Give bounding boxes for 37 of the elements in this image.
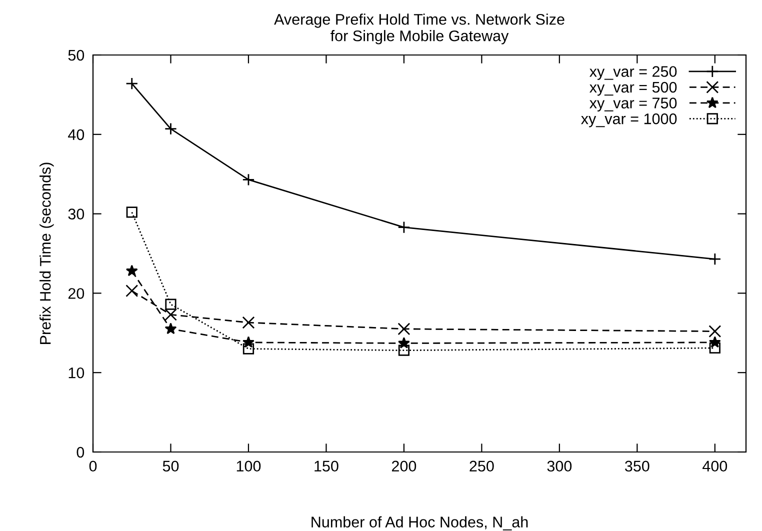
- x-axis-title: Number of Ad Hoc Nodes, N_ah: [312, 516, 528, 530]
- y-tick-label: 30: [68, 208, 84, 220]
- legend-label: xy_var = 1000: [581, 113, 677, 128]
- point: [708, 252, 722, 266]
- legend-label: xy_var = 750: [590, 98, 677, 112]
- point: [126, 264, 138, 276]
- y-tick-label: 50: [68, 50, 84, 61]
- point: [165, 298, 176, 310]
- x-tick-label: 350: [625, 460, 650, 472]
- y-tick-label: 40: [68, 129, 84, 140]
- point: [398, 322, 410, 336]
- point: [126, 77, 138, 90]
- x-tick-label: 200: [392, 460, 416, 472]
- point: [242, 173, 255, 186]
- y-axis-title: Prefix Hold Time (seconds): [40, 162, 54, 344]
- x-tick-label: 0: [89, 460, 97, 472]
- x-tick-label: 300: [547, 460, 572, 472]
- point: [709, 342, 720, 354]
- y-tick-label: 20: [68, 288, 84, 299]
- y-tick-label: 0: [76, 446, 84, 458]
- point: [164, 308, 177, 321]
- point: [164, 322, 177, 334]
- x-tick-label: 400: [702, 460, 728, 472]
- point: [242, 316, 255, 329]
- x-tick-label: 150: [314, 460, 338, 472]
- point: [708, 325, 722, 338]
- x-tick-label: 250: [470, 460, 494, 472]
- point: [126, 284, 138, 298]
- x-tick-label: 100: [236, 460, 261, 472]
- chart-title: Average Prefix Hold Time vs. Network Size for Single Mobile Gateway: [274, 14, 564, 44]
- x-tick-label: 50: [162, 460, 179, 472]
- y-tick-label: 10: [68, 367, 84, 378]
- legend-label: xy_var = 250: [590, 66, 677, 80]
- point: [398, 344, 410, 356]
- point: [126, 206, 138, 218]
- legend-label: xy_var = 500: [590, 82, 677, 96]
- point: [242, 343, 254, 354]
